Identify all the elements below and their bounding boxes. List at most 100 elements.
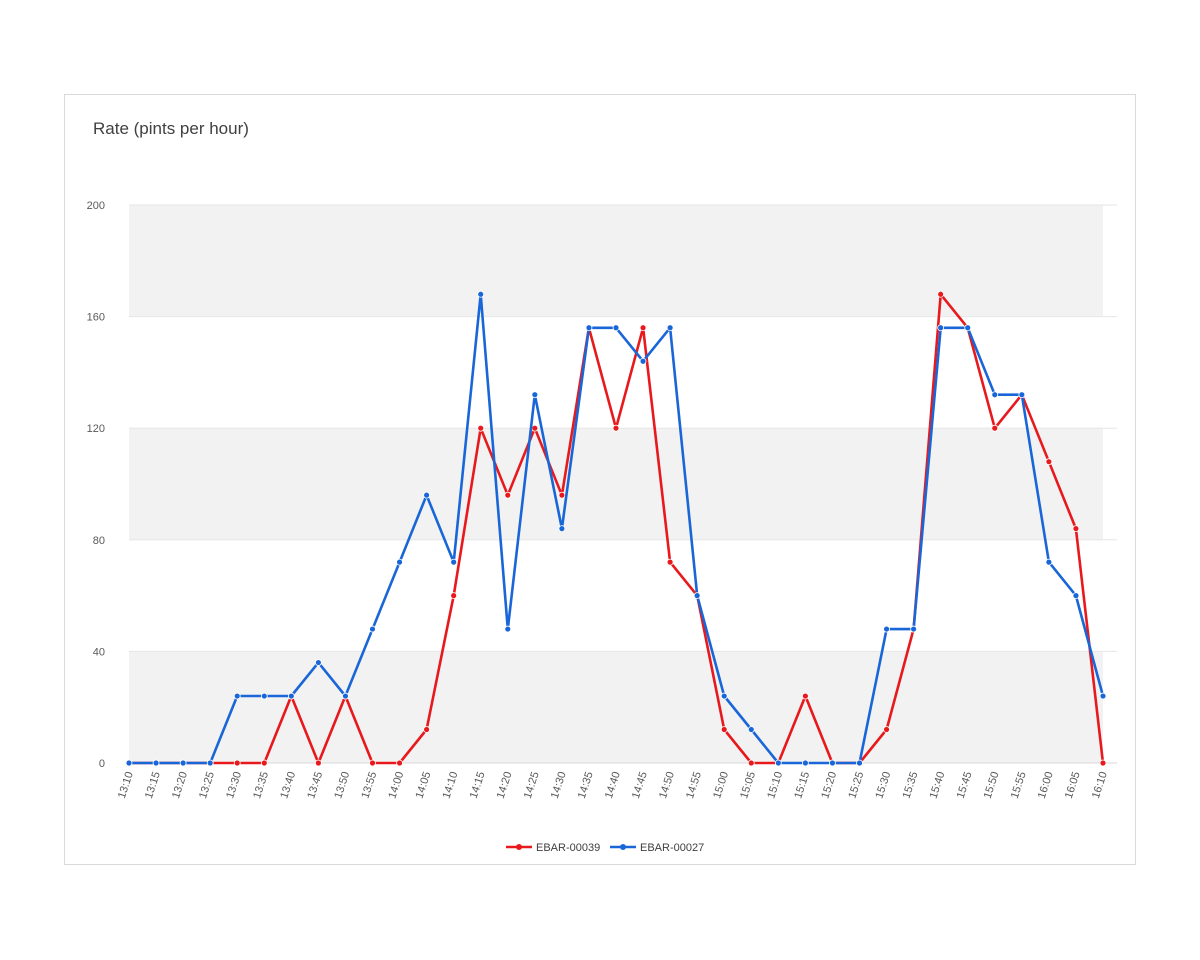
x-tick-label: 13:40 <box>278 770 298 800</box>
data-point-1 <box>287 692 295 700</box>
x-tick-label: 13:30 <box>224 770 244 800</box>
data-point-0 <box>260 759 268 767</box>
x-tick-label: 15:15 <box>792 770 812 800</box>
chart-title: Rate (pints per hour) <box>93 119 249 138</box>
data-point-0 <box>612 424 620 432</box>
x-tick-label: 14:30 <box>549 770 569 800</box>
data-point-1 <box>883 625 890 633</box>
x-tick-label: 14:40 <box>603 770 623 800</box>
data-point-0 <box>639 324 647 332</box>
data-point-1 <box>693 592 701 600</box>
data-point-1 <box>720 692 728 700</box>
y-tick-label: 0 <box>99 758 105 770</box>
data-point-1 <box>1018 391 1026 399</box>
legend-label-1: EBAR-00027 <box>640 842 704 854</box>
data-point-0 <box>477 424 485 432</box>
y-tick-label: 160 <box>87 312 105 324</box>
x-tick-label: 15:30 <box>873 770 893 800</box>
data-point-1 <box>991 391 999 399</box>
x-tick-label: 16:05 <box>1063 770 1083 800</box>
x-tick-label: 13:45 <box>305 770 325 800</box>
data-point-1 <box>612 324 620 332</box>
data-point-1 <box>314 659 322 666</box>
x-tick-label: 14:50 <box>657 770 677 800</box>
x-tick-label: 13:25 <box>197 770 217 800</box>
data-point-1 <box>666 324 674 332</box>
grid-band <box>129 205 1103 317</box>
data-point-1 <box>801 759 809 767</box>
x-tick-label: 15:00 <box>711 770 731 800</box>
data-point-1 <box>504 625 512 633</box>
data-point-1 <box>639 357 647 365</box>
x-tick-label: 14:15 <box>468 770 488 800</box>
data-point-0 <box>747 759 755 767</box>
data-point-1 <box>179 759 187 767</box>
x-tick-label: 15:50 <box>982 770 1002 800</box>
x-tick-label: 13:20 <box>170 770 190 800</box>
chart-frame: Rate (pints per hour) 0 40 80 120 160 200 13:1… <box>64 94 1136 865</box>
data-point-0 <box>314 759 322 767</box>
data-point-0 <box>1099 759 1107 767</box>
data-point-1 <box>829 759 836 767</box>
x-tick-label: 14:45 <box>630 770 650 800</box>
data-point-1 <box>774 759 782 767</box>
x-tick-label: 15:05 <box>738 770 758 800</box>
data-point-1 <box>477 290 485 298</box>
data-point-1 <box>125 759 133 767</box>
x-tick-label: 16:00 <box>1036 770 1056 800</box>
x-tick-label: 15:55 <box>1009 770 1029 800</box>
data-point-1 <box>585 324 593 332</box>
data-point-0 <box>369 759 376 767</box>
data-point-1 <box>342 692 349 700</box>
data-point-1 <box>1099 692 1107 700</box>
data-point-0 <box>396 759 403 767</box>
x-tick-label: 14:25 <box>522 770 542 800</box>
data-point-1 <box>964 324 972 332</box>
data-point-1 <box>937 324 945 332</box>
x-tick-label: 14:20 <box>495 770 515 800</box>
data-point-0 <box>233 759 241 767</box>
legend-swatch-marker-0 <box>516 844 522 850</box>
legend-swatch-marker-1 <box>620 844 626 850</box>
x-tick-label: 15:40 <box>928 770 948 800</box>
x-tick-label: 13:55 <box>359 770 379 800</box>
grid-band <box>129 428 1103 540</box>
data-point-1 <box>423 491 431 499</box>
x-tick-label: 14:00 <box>386 770 406 800</box>
data-point-1 <box>206 759 214 767</box>
data-point-1 <box>450 558 458 566</box>
data-point-1 <box>856 759 863 767</box>
y-tick-label: 80 <box>93 535 105 547</box>
x-tick-label: 13:10 <box>116 770 136 800</box>
data-point-0 <box>666 558 674 566</box>
x-tick-label: 13:35 <box>251 770 271 800</box>
x-tick-label: 15:35 <box>901 770 921 800</box>
legend-label-0: EBAR-00039 <box>536 842 600 854</box>
data-point-1 <box>260 692 268 700</box>
data-point-0 <box>531 424 539 432</box>
data-point-1 <box>558 525 566 533</box>
x-tick-label: 15:25 <box>846 770 866 800</box>
x-tick-label: 15:20 <box>819 770 839 800</box>
y-tick-label: 120 <box>87 423 105 435</box>
x-tick-label: 13:15 <box>143 770 163 800</box>
data-point-1 <box>747 726 755 733</box>
data-point-1 <box>369 625 376 633</box>
data-point-1 <box>233 692 241 700</box>
data-point-0 <box>504 491 512 499</box>
data-point-0 <box>937 290 945 298</box>
data-point-0 <box>1045 458 1053 466</box>
data-point-1 <box>396 558 403 566</box>
x-tick-label: 15:45 <box>955 770 975 800</box>
grid-band <box>129 651 1103 763</box>
data-point-0 <box>801 692 809 700</box>
data-point-1 <box>910 625 918 633</box>
data-point-0 <box>423 726 431 733</box>
data-point-1 <box>1045 558 1053 566</box>
data-point-0 <box>1072 525 1080 533</box>
data-point-1 <box>152 759 160 767</box>
data-point-0 <box>720 726 728 733</box>
line-chart: 0 40 80 120 160 200 13:10 13:15 13:20 13:25 13:30 1… <box>87 200 1117 854</box>
data-point-0 <box>991 424 999 432</box>
x-tick-label: 15:10 <box>765 770 785 800</box>
